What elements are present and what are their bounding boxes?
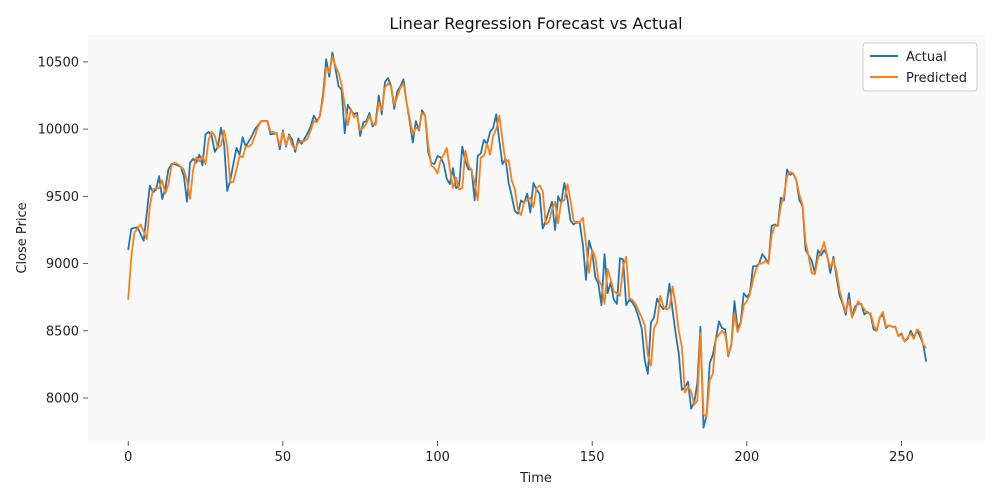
- x-tick-label: 100: [425, 450, 450, 465]
- series-line-predicted: [127, 55, 927, 418]
- x-tick-label: 0: [124, 450, 132, 465]
- y-tick-label: 9500: [46, 190, 79, 205]
- x-tick-label: 200: [734, 450, 759, 465]
- y-axis-label: Close Price: [15, 202, 30, 273]
- legend: Actual Predicted: [862, 42, 978, 92]
- y-tick-label: 10000: [38, 123, 79, 138]
- chart-title: Linear Regression Forecast vs Actual: [389, 14, 682, 33]
- y-tick-label: 8000: [46, 391, 79, 406]
- x-axis: 0 50 100 150 200 250: [124, 441, 914, 465]
- x-tick-label: 250: [889, 450, 914, 465]
- y-tick-label: 9000: [46, 257, 79, 272]
- x-axis-label: Time: [519, 471, 552, 486]
- y-tick-label: 10500: [38, 55, 79, 70]
- y-axis: 8000 8500 9000 9500 10000 10500: [38, 55, 88, 406]
- x-tick-label: 50: [275, 450, 292, 465]
- legend-label-predicted: Predicted: [906, 71, 967, 86]
- plot-background: [88, 35, 985, 441]
- y-tick-label: 8500: [46, 324, 79, 339]
- series-lines: [127, 51, 928, 429]
- legend-label-actual: Actual: [906, 50, 947, 65]
- x-tick-label: 150: [580, 450, 605, 465]
